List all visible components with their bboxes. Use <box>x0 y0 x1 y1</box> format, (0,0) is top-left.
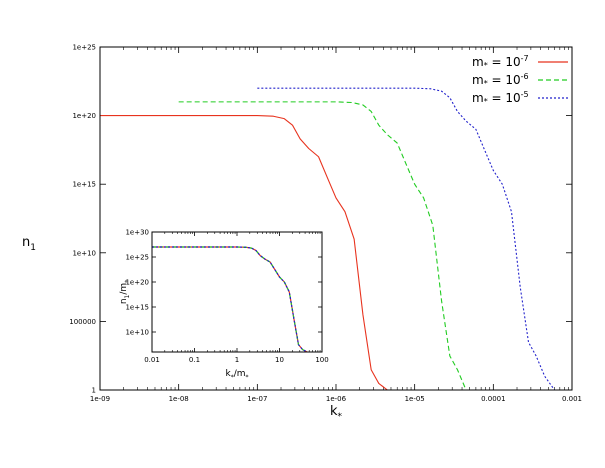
x-tick-label: 0.01 <box>144 356 160 364</box>
plot-frame <box>151 231 323 353</box>
y-tick-label: 1e+25 <box>125 253 149 261</box>
legend-label-sub: * <box>484 79 488 88</box>
x-tick-label: 1e-08 <box>169 395 189 403</box>
plot-frame <box>99 46 573 391</box>
x-tick-label: 1 <box>235 356 239 364</box>
legend: m* = 10-7 m* = 10-6 m* = 10-5 <box>472 54 568 106</box>
legend-label-2: m* = 10-5 <box>472 90 529 106</box>
x-tick-label: 1e-07 <box>247 395 267 403</box>
y-tick-label: 1e+15 <box>125 303 149 311</box>
x-tick-label: 0.1 <box>189 356 200 364</box>
y-tick-label: 1e+20 <box>72 112 96 120</box>
x-axis-label: k* <box>330 404 343 422</box>
y-tick-label: 1e+30 <box>125 228 149 236</box>
x-tick-label: 10 <box>275 356 284 364</box>
legend-label-0: m* = 10-7 <box>472 54 529 70</box>
inset-y-axis-label: n1/m* <box>119 280 131 304</box>
series-line-0 <box>152 246 308 352</box>
inset-x-axis-label: k*/m* <box>225 369 248 381</box>
main-chart: 1e-09 1e-08 1e-07 1e-06 1e-05 0.0001 0.0011100… <box>22 43 582 422</box>
y-tick-label: 1e+15 <box>72 181 96 189</box>
legend-label-eq: = 10 <box>488 55 521 69</box>
x-tick-label: 0.001 <box>562 395 582 403</box>
y-tick-label: 1 <box>92 386 96 394</box>
y-tick-label: 1e+20 <box>125 278 149 286</box>
legend-label-eq: = 10 <box>488 73 521 87</box>
legend-label-1: m* = 10-6 <box>472 72 529 88</box>
inset-x-axis-label-sub: * <box>231 374 234 381</box>
y-tick-label: 100000 <box>69 318 96 326</box>
series-line-0 <box>100 115 388 390</box>
y-tick-label: 1e+10 <box>72 249 96 257</box>
legend-label-sub: * <box>484 97 488 106</box>
x-tick-label: 1e-09 <box>90 395 110 403</box>
series-line-2 <box>257 87 555 390</box>
legend-label-exp: -7 <box>521 54 529 63</box>
inset-y-axis-label-sub: 1 <box>124 294 131 298</box>
x-tick-label: 0.0001 <box>481 395 506 403</box>
x-axis-label-sub: * <box>338 412 343 422</box>
legend-label-exp: -5 <box>521 90 529 99</box>
x-tick-label: 1e-06 <box>326 395 347 403</box>
inset-x-axis-label-sub2: * <box>246 374 249 381</box>
inset-y-axis-label-sub2: * <box>124 280 131 283</box>
y-tick-label: 1e+10 <box>125 328 149 336</box>
legend-label-sub: * <box>484 61 488 70</box>
y-tick-label: 1e+25 <box>72 43 96 51</box>
x-tick-label: 1e-05 <box>405 395 425 403</box>
legend-label-exp: -6 <box>521 72 529 81</box>
y-axis-label-sub: 1 <box>30 243 36 253</box>
inset-x-axis-label-tail: /m <box>234 369 246 379</box>
inset-y-axis-label-tail: /m <box>119 283 129 295</box>
plot-background <box>152 232 322 352</box>
y-axis-label: n1 <box>22 235 36 253</box>
series-line-1 <box>178 101 467 390</box>
x-tick-label: 100 <box>315 356 328 364</box>
inset-chart: 0.01 0.1 1 10 100 1e+10 1e+15 1e+20 1e+25 1e+30 k*… <box>119 228 329 381</box>
legend-label-eq: = 10 <box>488 91 521 105</box>
